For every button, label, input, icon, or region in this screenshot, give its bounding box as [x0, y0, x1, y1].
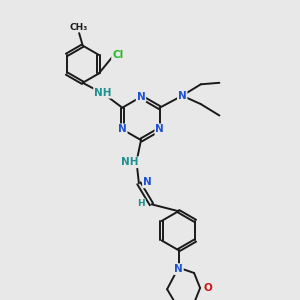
Text: N: N [174, 264, 183, 274]
Text: N: N [155, 124, 164, 134]
Text: N: N [118, 124, 127, 134]
Text: N: N [136, 92, 146, 102]
Text: O: O [203, 283, 212, 293]
Text: N: N [143, 177, 152, 188]
Text: N: N [178, 91, 187, 101]
Text: NH: NH [121, 157, 139, 167]
Text: Cl: Cl [112, 50, 123, 60]
Text: H: H [137, 199, 145, 208]
Text: NH: NH [94, 88, 112, 98]
Text: CH₃: CH₃ [70, 22, 88, 32]
